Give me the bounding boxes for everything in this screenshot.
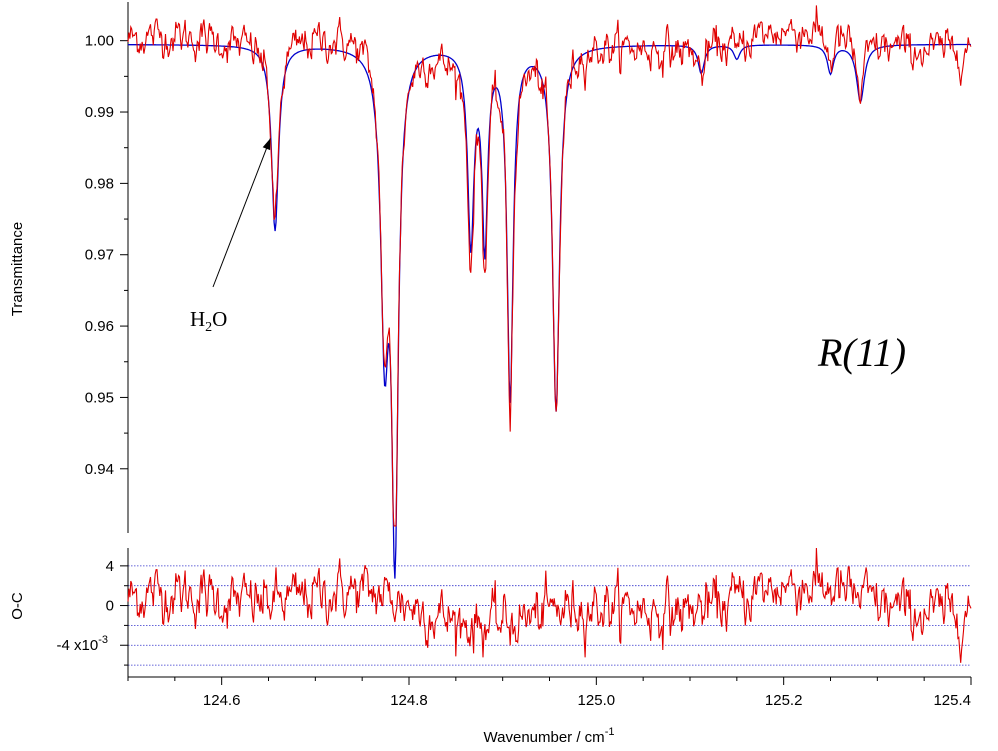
main-y-tick-label: 0.99 (85, 104, 114, 121)
main-y-tick-label: 1.00 (85, 33, 114, 50)
h2o-annotation-label: H2O (190, 307, 227, 335)
x-tick-label: 124.6 (203, 692, 241, 709)
residual-y-tick-label: 0 (106, 598, 114, 615)
transmittance-panel: 0.94 0.95 0.96 0.97 0.98 0.99 1.00 Transmittan… (9, 2, 972, 579)
residual-y-tick-label: -4 x10-3 (57, 634, 108, 654)
residual-line (127, 547, 972, 663)
x-tick-label: 125.2 (765, 692, 803, 709)
h2o-annotation-arrow (212, 138, 271, 288)
residual-y-axis-title: O-C (9, 592, 26, 620)
main-y-tick-label: 0.97 (85, 247, 114, 264)
x-tick-label: 125.0 (578, 692, 616, 709)
h2o-annotation-arrowhead (262, 138, 271, 151)
transition-label: R(11) (817, 330, 906, 375)
calculated-spectrum-line (128, 43, 971, 579)
main-y-tick-label: 0.96 (85, 318, 114, 335)
x-tick-label: 125.4 (933, 692, 971, 709)
main-y-axis-ticks: 0.94 0.95 0.96 0.97 0.98 0.99 1.00 (85, 33, 128, 478)
observed-spectrum-line (127, 5, 972, 527)
main-y-tick-label: 0.98 (85, 175, 114, 192)
residual-gridlines (128, 565, 971, 666)
residual-y-axis-ticks: 4 0 -4 x10-3 (57, 558, 128, 666)
residual-y-tick-label: 4 (106, 558, 114, 575)
residual-panel: 4 0 -4 x10-3 124.6 124.8 125.0 125.2 125.4 O-C… (9, 547, 972, 746)
main-y-tick-label: 0.94 (85, 461, 114, 478)
y-axis-title: Transmittance (9, 222, 26, 316)
x-tick-label: 124.8 (390, 692, 428, 709)
x-axis-title: Wavenumber / cm-1 (484, 726, 615, 746)
x-axis-ticks: 124.6 124.8 125.0 125.2 125.4 (127, 677, 972, 709)
main-y-tick-label: 0.95 (85, 389, 114, 406)
